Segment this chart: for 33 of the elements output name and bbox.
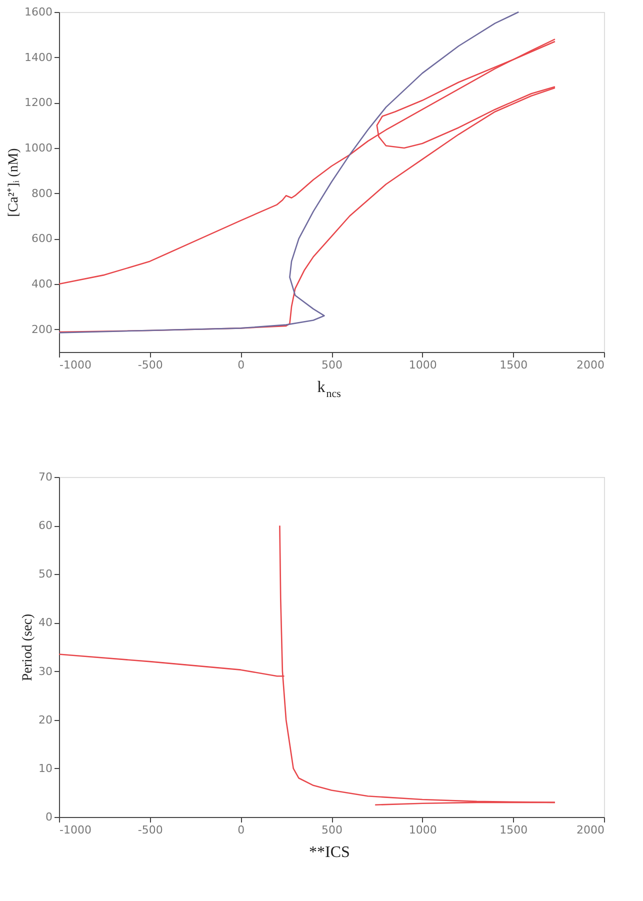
y-tick-label: 70 bbox=[38, 470, 52, 484]
y-tick-label: 30 bbox=[38, 664, 52, 678]
y-tick-label: 0 bbox=[46, 810, 52, 824]
x-tick-label: 1000 bbox=[408, 358, 437, 372]
y-tick-label: 10 bbox=[38, 762, 52, 775]
x-tick-label: -500 bbox=[138, 824, 163, 836]
x-tick-label: 0 bbox=[238, 824, 245, 836]
x-tick-label: 500 bbox=[322, 824, 342, 836]
x-axis-title: **ICS bbox=[309, 844, 350, 861]
x-tick-label: 0 bbox=[238, 358, 245, 372]
y-tick-label: 400 bbox=[32, 278, 52, 290]
y-tick-label: 1000 bbox=[24, 142, 52, 154]
y-tick-label: 40 bbox=[38, 616, 52, 630]
y-tick-label: 600 bbox=[32, 232, 52, 246]
x-tick-label: -1000 bbox=[60, 358, 92, 372]
y-axis-title: Period (sec) bbox=[20, 614, 36, 682]
y-tick-label: 800 bbox=[32, 186, 52, 200]
y-tick-label: 1600 bbox=[24, 6, 52, 18]
x-tick-label: 2000 bbox=[576, 824, 604, 836]
y-tick-label: 20 bbox=[38, 713, 52, 726]
y-tick-label: 60 bbox=[38, 519, 52, 532]
x-tick-label: 2000 bbox=[576, 358, 604, 372]
x-tick-label: 500 bbox=[322, 358, 342, 372]
y-tick-label: 50 bbox=[38, 568, 52, 581]
x-tick-label: -1000 bbox=[60, 824, 92, 836]
y-tick-label: 1200 bbox=[24, 96, 52, 110]
y-tick-label: 1400 bbox=[24, 50, 52, 64]
x-tick-label: 1500 bbox=[500, 824, 528, 836]
y-tick-label: 200 bbox=[32, 322, 52, 336]
x-tick-label: 1500 bbox=[500, 358, 528, 372]
x-tick-label: 1000 bbox=[408, 824, 437, 836]
x-tick-label: -500 bbox=[138, 358, 163, 372]
y-axis-title: [Ca²⁺]ᵢ (nM) bbox=[6, 148, 22, 217]
